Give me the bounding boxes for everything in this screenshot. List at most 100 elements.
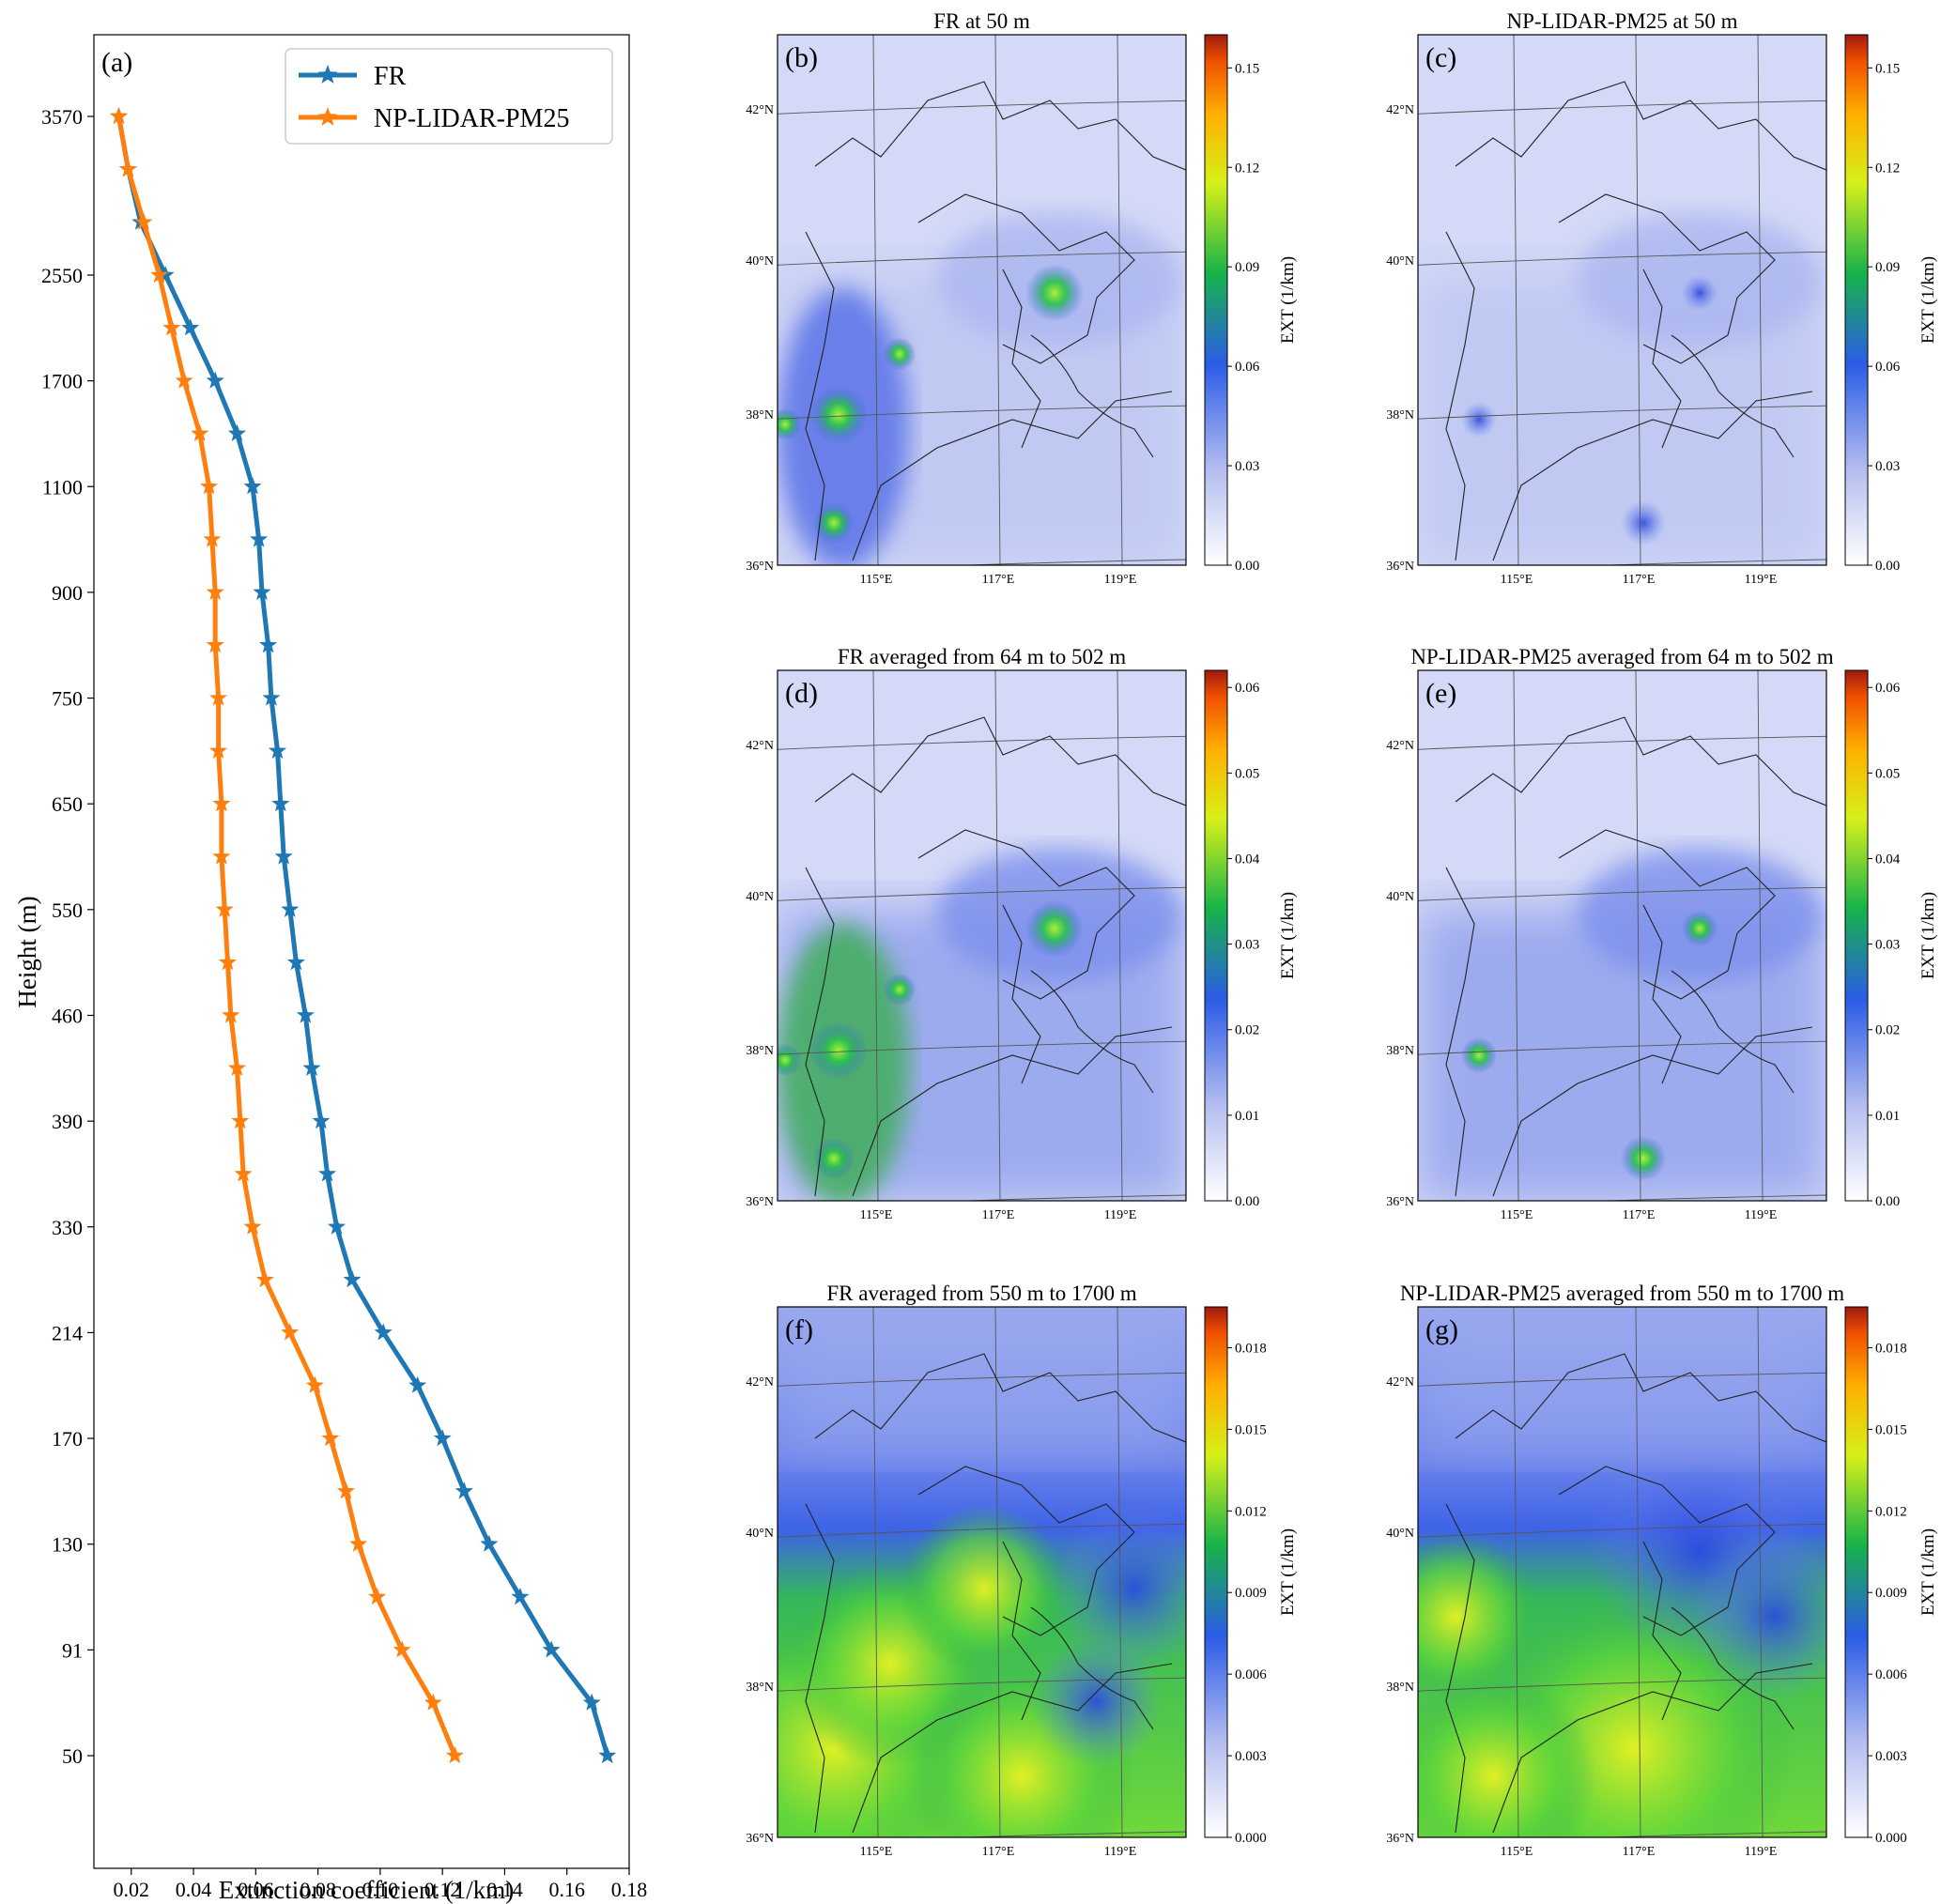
series-point bbox=[433, 1429, 452, 1447]
map-panel-c: (c) NP-LIDAR-PM25 at 50 m 36°N 38°N 40°N 42°N… bbox=[1386, 9, 1938, 587]
map-field bbox=[1418, 670, 1826, 1201]
legend-label: NP-LIDAR-PM25 bbox=[374, 104, 569, 133]
graticule-lat bbox=[1418, 886, 1826, 901]
graticule-lon bbox=[994, 35, 1001, 565]
series-point bbox=[150, 266, 169, 284]
y-tick-label: 390 bbox=[52, 1110, 83, 1133]
hotspot bbox=[778, 407, 802, 441]
map-panels: (b) FR at 50 m 36°N 38°N 40°N 42°N 115°E 117°E 1… bbox=[746, 9, 1938, 1859]
graticule-lon bbox=[1513, 35, 1519, 565]
graticule-lat bbox=[1418, 1677, 1826, 1692]
field-blob bbox=[1690, 1532, 1826, 1701]
x-tick-label: 0.04 bbox=[176, 1878, 212, 1901]
graticule-lat bbox=[778, 735, 1186, 750]
series-point bbox=[368, 1588, 387, 1605]
lat-label: 36°N bbox=[1386, 560, 1414, 574]
series-point bbox=[271, 794, 290, 812]
hotspot bbox=[1621, 500, 1666, 545]
colorbar-tick-label: 0.03 bbox=[1235, 459, 1259, 474]
map-title: NP-LIDAR-PM25 at 50 m bbox=[1507, 9, 1738, 33]
graticule-lat bbox=[778, 886, 1186, 901]
lon-label: 115°E bbox=[1501, 573, 1533, 587]
map-panel-e: (e) NP-LIDAR-PM25 averaged from 64 m to 5… bbox=[1386, 645, 1938, 1222]
series-point bbox=[212, 847, 231, 865]
lat-label: 42°N bbox=[746, 739, 774, 753]
series-point bbox=[305, 1375, 324, 1393]
lat-label: 42°N bbox=[1386, 103, 1414, 117]
y-tick-label: 1700 bbox=[41, 370, 83, 393]
lon-label: 115°E bbox=[1501, 1845, 1533, 1859]
graticule-lon bbox=[1513, 670, 1519, 1201]
colorbar-tick-label: 0.003 bbox=[1235, 1749, 1267, 1764]
lon-label: 119°E bbox=[1745, 573, 1778, 587]
x-tick-label: 0.18 bbox=[611, 1878, 648, 1901]
field-top bbox=[1418, 1307, 1826, 1457]
graticule-lon bbox=[1635, 1307, 1641, 1837]
map-field bbox=[778, 1307, 1186, 1837]
hotspot bbox=[883, 337, 917, 371]
colorbar-tick-label: 0.06 bbox=[1875, 360, 1901, 375]
lat-label: 36°N bbox=[746, 1832, 774, 1846]
colorbar bbox=[1204, 34, 1228, 566]
series-point bbox=[206, 582, 224, 600]
colorbar-tick-label: 0.09 bbox=[1875, 260, 1900, 275]
series-point bbox=[250, 530, 269, 547]
graticule-lon bbox=[1757, 670, 1764, 1201]
lat-label: 40°N bbox=[746, 1527, 774, 1541]
series-point bbox=[209, 741, 228, 759]
y-tick-label: 750 bbox=[52, 687, 83, 711]
hotspot bbox=[1460, 401, 1498, 438]
lon-label: 115°E bbox=[860, 1845, 893, 1859]
y-tick-label: 900 bbox=[52, 581, 83, 605]
series-point bbox=[222, 1006, 240, 1023]
series-point bbox=[318, 1164, 337, 1182]
y-tick-label: 130 bbox=[52, 1533, 83, 1557]
lon-label: 117°E bbox=[982, 1208, 1015, 1222]
graticule-lon bbox=[1513, 1307, 1519, 1837]
colorbar-tick-label: 0.012 bbox=[1875, 1504, 1907, 1519]
map-title: FR averaged from 64 m to 502 m bbox=[838, 645, 1126, 668]
map-title: NP-LIDAR-PM25 averaged from 550 m to 170… bbox=[1400, 1282, 1844, 1305]
panel-label: (c) bbox=[1425, 42, 1456, 73]
colorbar-tick-label: 0.02 bbox=[1875, 1023, 1900, 1038]
map-frame bbox=[1417, 34, 1827, 566]
hotspot bbox=[1681, 274, 1718, 312]
x-tick-label: 0.08 bbox=[300, 1878, 336, 1901]
series-point bbox=[219, 953, 237, 971]
series-point bbox=[212, 794, 231, 812]
lon-label: 115°E bbox=[860, 573, 893, 587]
series-point bbox=[203, 530, 222, 547]
series-point bbox=[274, 847, 293, 865]
graticule-lat bbox=[778, 1040, 1186, 1055]
series-point bbox=[191, 423, 209, 441]
series-point bbox=[349, 1534, 368, 1552]
series-line-1 bbox=[116, 115, 457, 1757]
colorbar bbox=[1844, 669, 1869, 1202]
series-point bbox=[312, 1112, 331, 1129]
lat-label: 40°N bbox=[746, 890, 774, 904]
panel-label: (e) bbox=[1425, 678, 1456, 709]
colorbar-tick-label: 0.00 bbox=[1235, 1194, 1259, 1209]
colorbar-tick-label: 0.03 bbox=[1235, 938, 1259, 953]
colorbar-tick-label: 0.12 bbox=[1875, 161, 1900, 176]
map-panel-f: (f) FR averaged from 550 m to 1700 m 36°N 3… bbox=[746, 1282, 1298, 1859]
colorbar-label: EXT (1/km) bbox=[1918, 892, 1938, 979]
colorbar-tick-label: 0.015 bbox=[1235, 1422, 1267, 1437]
graticule-lon bbox=[994, 670, 1001, 1201]
lon-label: 119°E bbox=[1104, 573, 1137, 587]
hotspot bbox=[1460, 1036, 1498, 1074]
series-point bbox=[110, 107, 128, 125]
lon-label: 117°E bbox=[1623, 573, 1656, 587]
series-point bbox=[281, 1323, 300, 1341]
colorbar-tick-label: 0.000 bbox=[1875, 1831, 1907, 1846]
y-axis-label: Height (m) bbox=[13, 896, 41, 1007]
series-line-0 bbox=[116, 115, 610, 1757]
colorbar-tick-label: 0.018 bbox=[1235, 1341, 1267, 1356]
lat-label: 38°N bbox=[746, 1044, 774, 1058]
hotspot bbox=[809, 386, 868, 444]
lat-label: 40°N bbox=[1386, 1527, 1414, 1541]
graticule-lat bbox=[778, 1523, 1186, 1538]
colorbar-tick-label: 0.00 bbox=[1235, 559, 1259, 574]
legend-marker bbox=[317, 65, 338, 84]
province-borders bbox=[805, 716, 1186, 1197]
